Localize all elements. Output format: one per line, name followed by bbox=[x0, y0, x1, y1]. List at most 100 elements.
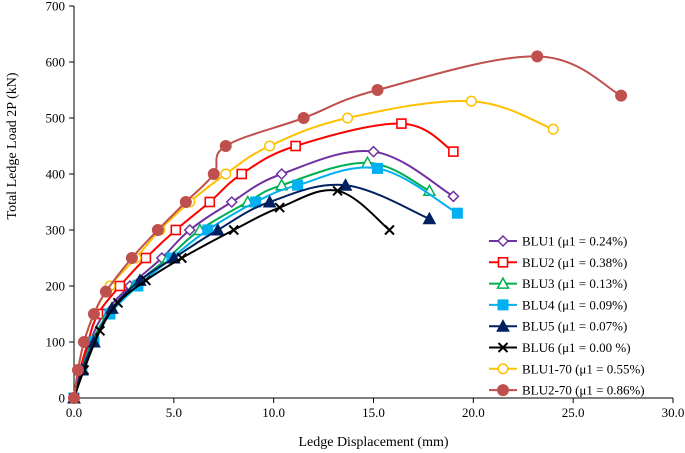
data-point bbox=[332, 185, 343, 197]
data-point bbox=[274, 202, 285, 213]
x-tick-label: 20.0 bbox=[462, 405, 485, 420]
data-point bbox=[615, 89, 628, 102]
data-point bbox=[204, 196, 216, 208]
data-point bbox=[94, 325, 106, 337]
legend-marker bbox=[496, 319, 510, 332]
legend-item-blu1-70: BLU1-70 (μ1 = 0.55%) bbox=[489, 361, 645, 376]
data-point bbox=[448, 146, 459, 157]
legend-item-blu2: BLU2 (μ1 = 0.38%) bbox=[489, 255, 627, 270]
legend-marker bbox=[497, 256, 509, 268]
data-point bbox=[183, 223, 196, 237]
x-tick-label: 15.0 bbox=[362, 405, 385, 420]
data-point bbox=[447, 190, 460, 203]
x-tick-label: 10.0 bbox=[262, 405, 285, 420]
legend-marker bbox=[496, 276, 510, 289]
data-point bbox=[140, 275, 152, 286]
legend-label: BLU4 (μ1 = 0.09%) bbox=[522, 297, 627, 312]
x-tick-label: 30.0 bbox=[662, 405, 685, 420]
y-tick-label: 200 bbox=[46, 279, 66, 294]
data-point bbox=[422, 211, 437, 225]
legend-label: BLU6 (μ1 = 0.00 %) bbox=[522, 340, 631, 355]
legend-item-blu6: BLU6 (μ1 = 0.00 %) bbox=[489, 340, 631, 355]
y-tick-label: 500 bbox=[46, 111, 66, 126]
data-point bbox=[236, 168, 248, 180]
legend-marker bbox=[497, 384, 509, 397]
data-point bbox=[210, 222, 225, 236]
data-point bbox=[68, 392, 80, 404]
series-blu2-70 bbox=[68, 50, 628, 404]
data-point bbox=[125, 252, 138, 264]
data-point bbox=[87, 308, 100, 320]
x-axis-title: Ledge Displacement (mm) bbox=[298, 435, 448, 450]
y-axis-title: Total Ledge Load 2P (kN) bbox=[5, 72, 20, 219]
data-point bbox=[112, 297, 124, 309]
series-group bbox=[67, 50, 628, 405]
data-point bbox=[176, 252, 188, 264]
data-point bbox=[71, 364, 84, 376]
data-point bbox=[262, 194, 277, 208]
data-point bbox=[371, 84, 384, 96]
data-point bbox=[341, 112, 354, 124]
data-point bbox=[547, 123, 559, 135]
legend-marker bbox=[497, 363, 509, 375]
y-tick-label: 400 bbox=[46, 167, 66, 182]
data-point bbox=[151, 224, 164, 236]
data-point bbox=[220, 168, 232, 180]
legend-item-blu3: BLU3 (μ1 = 0.13%) bbox=[489, 276, 627, 291]
data-point bbox=[297, 112, 310, 124]
y-tick-label: 700 bbox=[46, 0, 66, 14]
data-point bbox=[264, 140, 276, 152]
series-blu3 bbox=[67, 155, 437, 404]
data-point bbox=[99, 285, 112, 298]
y-tick-label: 0 bbox=[59, 391, 66, 406]
data-point bbox=[77, 336, 90, 348]
data-point bbox=[114, 280, 126, 292]
series-line-blu1 bbox=[73, 150, 454, 399]
data-point bbox=[179, 196, 192, 208]
series-line-blu1-70 bbox=[73, 99, 554, 399]
data-point bbox=[367, 145, 380, 158]
legend-marker bbox=[497, 342, 509, 353]
x-tick-label: 25.0 bbox=[562, 405, 585, 420]
legend-label: BLU2 (μ1 = 0.38%) bbox=[522, 255, 627, 270]
legend-label: BLU3 (μ1 = 0.13%) bbox=[522, 276, 627, 291]
legend-item-blu2-70: BLU2-70 (μ1 = 0.86%) bbox=[489, 383, 645, 398]
data-point bbox=[105, 301, 119, 314]
data-point bbox=[140, 252, 152, 264]
legend-item-blu5: BLU5 (μ1 = 0.07%) bbox=[489, 319, 627, 334]
data-point bbox=[384, 224, 395, 236]
legend-marker bbox=[496, 234, 510, 248]
series-blu6 bbox=[68, 185, 395, 404]
data-point bbox=[207, 168, 220, 180]
data-point bbox=[290, 140, 301, 152]
y-tick-label: 300 bbox=[46, 223, 66, 238]
x-tick-label: 0.0 bbox=[66, 405, 82, 420]
y-tick-label: 100 bbox=[46, 335, 66, 350]
legend-label: BLU2-70 (μ1 = 0.86%) bbox=[522, 383, 645, 398]
legend-item-blu4: BLU4 (μ1 = 0.09%) bbox=[489, 297, 627, 312]
axes: 0.0 5.0 10.0 15.0 20.0 25.0 30.0 0 100 200 300 400 5… bbox=[46, 0, 685, 420]
series-blu1-70 bbox=[68, 95, 559, 404]
data-point bbox=[396, 118, 407, 129]
data-point bbox=[170, 224, 182, 236]
data-point bbox=[292, 179, 304, 191]
x-tick-label: 5.0 bbox=[166, 405, 182, 420]
legend-label: BLU1 (μ1 = 0.24%) bbox=[522, 234, 627, 249]
legend-label: BLU5 (μ1 = 0.07%) bbox=[522, 319, 627, 334]
series-line-blu6 bbox=[73, 189, 391, 399]
data-point bbox=[275, 167, 288, 181]
series-blu1 bbox=[67, 145, 460, 405]
data-point bbox=[225, 195, 238, 209]
data-point bbox=[531, 50, 544, 63]
y-tick-label: 600 bbox=[46, 55, 66, 70]
data-point bbox=[465, 95, 477, 107]
data-point bbox=[338, 178, 353, 191]
data-point bbox=[219, 140, 232, 152]
series-line-blu5 bbox=[73, 183, 430, 399]
legend-label: BLU1-70 (μ1 = 0.55%) bbox=[522, 361, 645, 376]
data-point bbox=[87, 334, 101, 348]
data-point bbox=[228, 224, 239, 236]
data-point bbox=[451, 207, 463, 219]
legend: BLU1 (μ1 = 0.24%) BLU2 (μ1 = 0.38%) BLU3 (… bbox=[489, 234, 645, 398]
